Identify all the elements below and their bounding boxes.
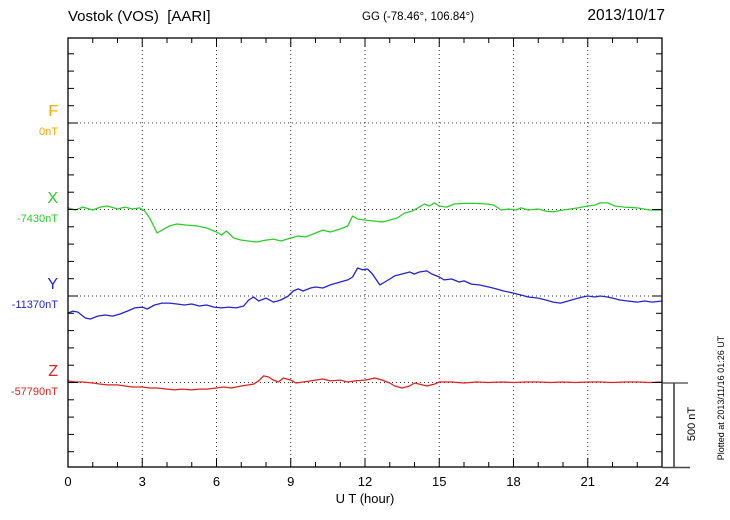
station-title: Vostok (VOS) [AARI]: [68, 8, 211, 25]
x-tick-label-21: 21: [580, 474, 595, 489]
x-tick-label-6: 6: [212, 474, 221, 489]
scale-bar-label: 500 nT: [686, 406, 698, 442]
x-tick-label-18: 18: [506, 474, 521, 489]
x-tick-label-9: 9: [287, 474, 295, 489]
channel-letter-x: X: [47, 189, 58, 207]
x-tick-label-12: 12: [357, 474, 373, 489]
x-axis-title: U T (hour): [335, 491, 395, 506]
geographic-coordinates: GG (-78.46°, 106.84°): [362, 11, 475, 23]
trace-x: [67, 202, 663, 243]
x-tick-label-0: 0: [64, 474, 72, 489]
trace-y: [67, 267, 663, 320]
plotted-timestamp-note: Plotted at 2013/11/16 01:26 UT: [716, 335, 726, 461]
plot-date: 2013/10/17: [587, 7, 665, 24]
channel-letter-z: Z: [48, 362, 58, 380]
channel-letter-f: F: [48, 103, 58, 120]
channel-baseline-value-z: -57790nT: [10, 385, 58, 398]
x-tick-label-15: 15: [432, 474, 447, 489]
channel-baseline-value-x: -7430nT: [17, 212, 58, 225]
x-tick-label-24: 24: [654, 474, 670, 489]
channel-baseline-value-f: 0nT: [39, 126, 58, 138]
channel-letter-y: Y: [47, 276, 58, 293]
trace-z: [67, 375, 663, 391]
channel-baseline-value-y: -11370nT: [11, 299, 58, 311]
x-tick-label-3: 3: [138, 474, 146, 489]
